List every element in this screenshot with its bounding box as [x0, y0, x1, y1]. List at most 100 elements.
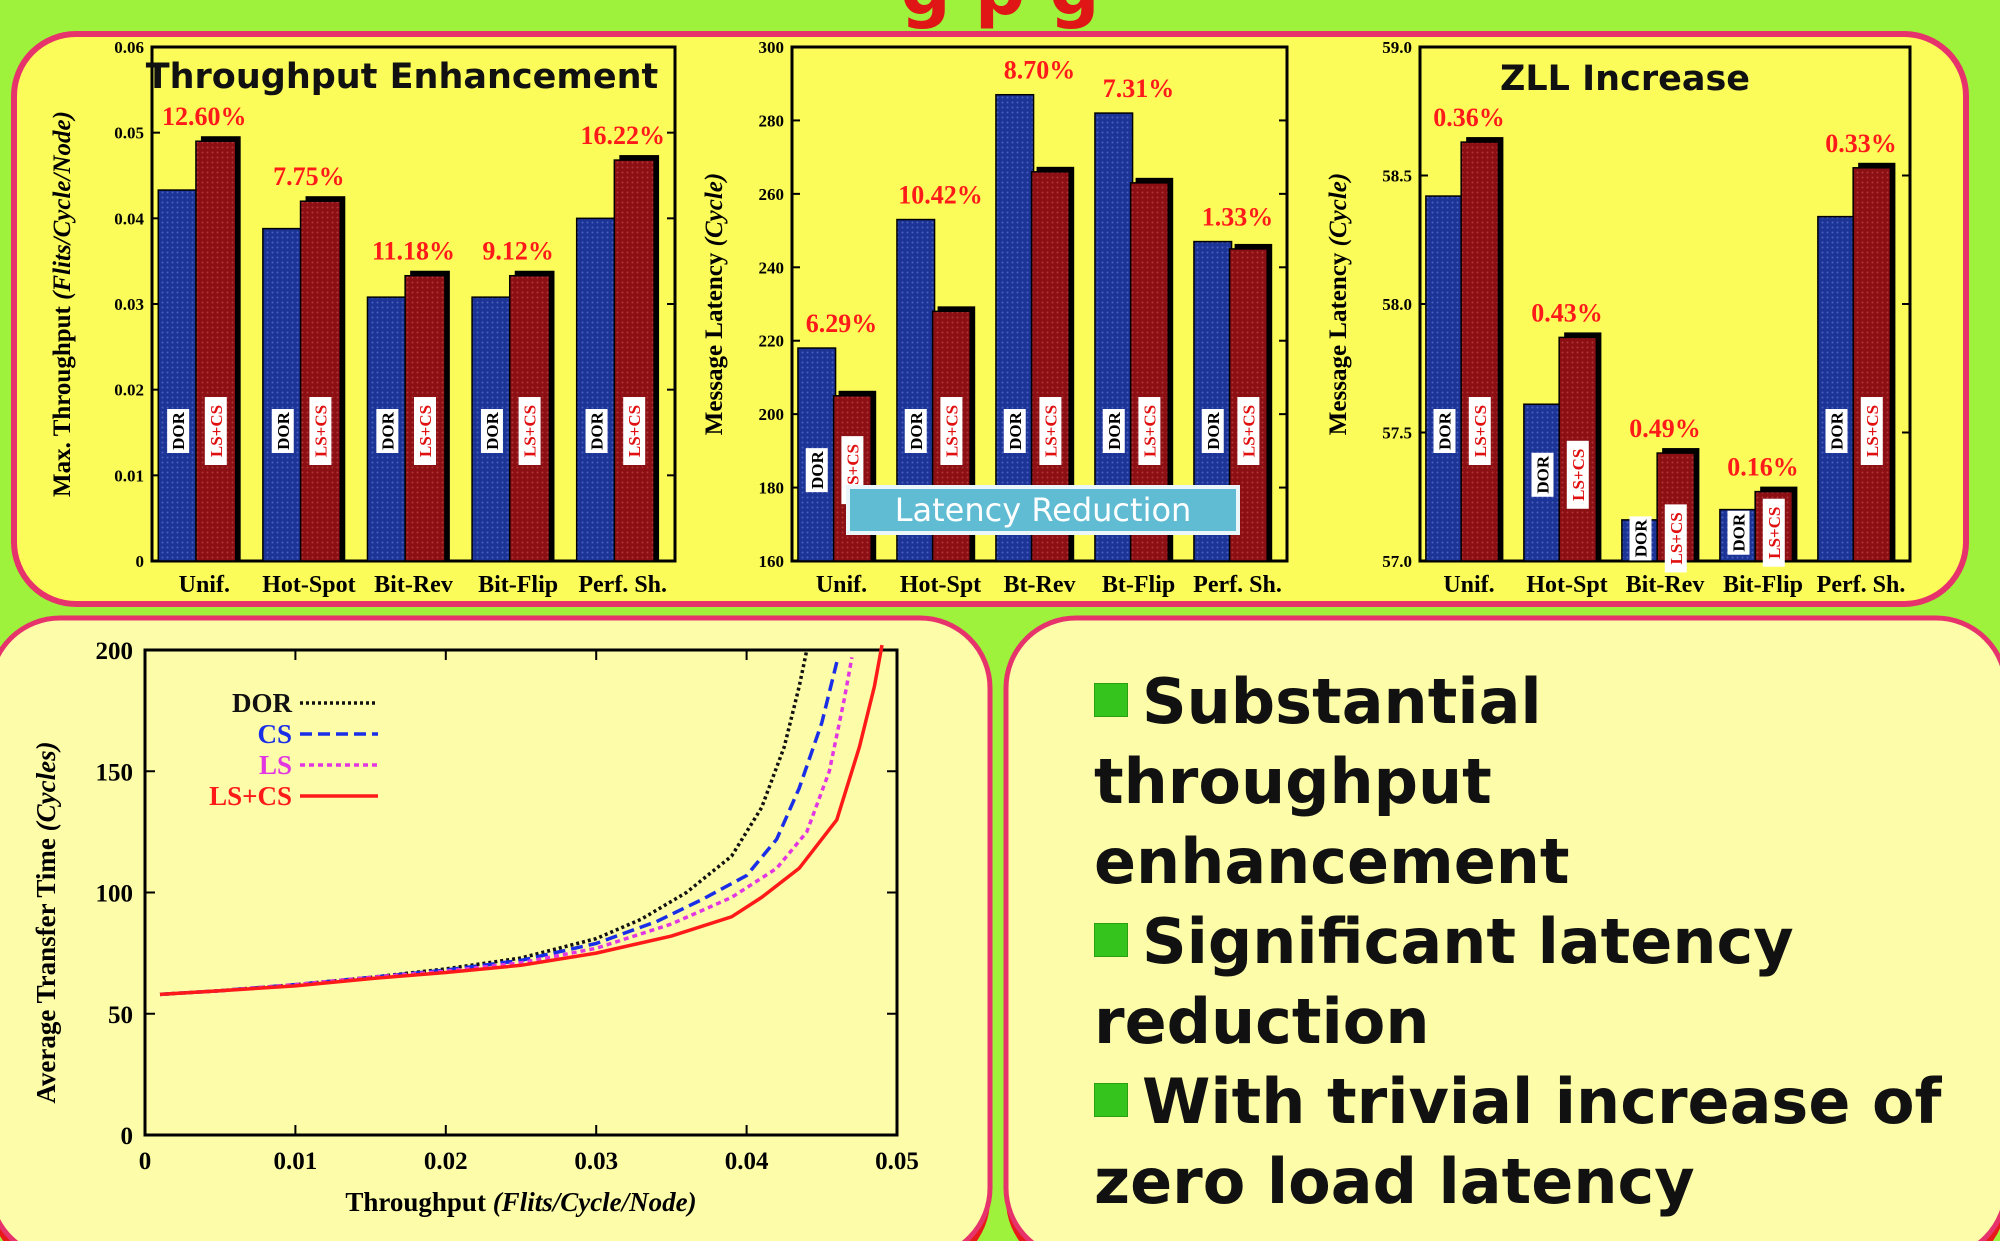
percent-annotation: 0.16% — [1727, 453, 1799, 482]
bar-dor — [1425, 195, 1464, 562]
x-category-label: Hot-Spot — [262, 572, 355, 598]
bullet-1: Substantial throughput enhancement — [1094, 662, 1954, 902]
y-tick-label: 0.02 — [114, 381, 144, 400]
x-category-label: Perf. Sh. — [1193, 572, 1282, 598]
y-tick-label: 200 — [759, 405, 785, 424]
series-tag-box — [1566, 440, 1589, 509]
series-tag-label: DOR — [378, 411, 397, 450]
y-tick-label: 100 — [96, 881, 134, 908]
series-tag-box — [1102, 409, 1125, 453]
percent-annotation: 7.31% — [1103, 74, 1175, 103]
x-category-label: Bit-Flip — [478, 572, 558, 598]
bar-dor — [575, 217, 618, 562]
y-tick-label: 220 — [759, 332, 785, 351]
y-axis-label-unit: (Cycle) — [1325, 173, 1352, 247]
percent-annotation: 10.42% — [898, 181, 983, 210]
series-tag-label: DOR — [1006, 411, 1025, 450]
percent-annotation: 12.60% — [162, 102, 247, 131]
series-tag-label: DOR — [1534, 455, 1553, 494]
series-tag-label: DOR — [1204, 411, 1223, 450]
x-tick-label: 0.05 — [875, 1148, 919, 1175]
x-category-label: Bit-Rev — [374, 572, 453, 598]
series-tag-label: DOR — [483, 411, 502, 450]
green-square-icon — [1094, 923, 1128, 957]
y-tick-label: 240 — [759, 258, 785, 277]
x-category-label: Unif. — [816, 572, 867, 598]
bar-dor — [262, 227, 304, 562]
series-tag-label: LS+CS — [1569, 449, 1588, 501]
series-tag-box — [480, 409, 503, 453]
series-tag-box — [204, 397, 227, 465]
percent-annotation: 0.36% — [1433, 103, 1505, 132]
series-tag-box — [1664, 504, 1687, 573]
y-tick-label: 50 — [108, 1002, 133, 1029]
latency-bar-chart: 160 180 200 220 240 260 280 300 Message Latency … — [701, 38, 1289, 598]
series-tag-box — [167, 409, 190, 453]
bullet-3: With trivial increase of zero load latenc… — [1094, 1062, 1954, 1222]
bullet-1-line2: enhancement — [1094, 825, 1570, 898]
series-tag-box — [309, 397, 332, 465]
y-tick-label: 0 — [136, 552, 145, 571]
y-axis-label-unit: (Flits/Cycle/Node) — [49, 111, 76, 300]
series-tag-box — [1138, 397, 1161, 465]
header-title: g p g — [900, 0, 1099, 31]
series-tag-label: DOR — [1828, 411, 1847, 450]
series-tag-box — [414, 397, 437, 465]
green-square-icon — [1094, 683, 1128, 717]
y-tick-label: 0.01 — [114, 466, 144, 485]
bullet-2-line2: reduction — [1094, 985, 1430, 1058]
y-tick-label: 0.05 — [114, 124, 144, 143]
series-tag-box — [1433, 409, 1456, 453]
series-tag-box — [518, 397, 541, 465]
percent-annotation: 6.29% — [806, 309, 878, 338]
x-category-label: Unif. — [179, 572, 230, 598]
series-line-ls-cs — [159, 644, 884, 997]
x-category-label: Bt-Flip — [1102, 572, 1175, 598]
percent-annotation: 1.33% — [1202, 203, 1274, 232]
series-tag-box — [271, 409, 294, 453]
x-category-label: Hot-Spt — [1526, 572, 1607, 598]
series-tag-box — [1468, 397, 1491, 465]
bar-dor — [995, 93, 1035, 562]
bar-lscs — [1852, 167, 1892, 562]
y-axis-label-unit: (Cycles) — [31, 741, 61, 831]
series-tag-label: LS+CS — [1471, 405, 1490, 457]
x-tick-label: 0.01 — [274, 1148, 318, 1175]
series-tag-box — [1762, 498, 1785, 567]
series-tag-label: LS+CS — [625, 405, 644, 457]
zll-bar-chart: 57.0 57.5 58.0 58.5 59.0 Message Latency (Cyc… — [1325, 38, 1912, 598]
x-tick-label: 0.03 — [574, 1148, 618, 1175]
series-tag-box — [940, 397, 963, 465]
green-square-icon — [1094, 1083, 1128, 1117]
series-tag-label: DOR — [588, 411, 607, 450]
x-category-label: Unif. — [1443, 572, 1494, 598]
series-tag-label: DOR — [1105, 411, 1124, 450]
legend-label: LS — [259, 750, 292, 780]
bullet-list: Substantial throughput enhancement Signif… — [1094, 662, 1954, 1222]
series-tag-label: LS+CS — [1667, 512, 1686, 564]
bullet-2-line1: Significant latency — [1142, 905, 1794, 978]
y-axis-label: Message Latency (Cycle) — [1325, 173, 1352, 435]
chart-title-box — [846, 485, 1240, 535]
series-tag-label: LS+CS — [1140, 405, 1159, 457]
y-axis-label-text: Average Transfer Time — [31, 831, 61, 1103]
y-tick-label: 58.5 — [1382, 167, 1412, 186]
bullet-3-line2: zero load latency — [1094, 1145, 1695, 1218]
percent-annotation: 7.75% — [273, 162, 345, 191]
transfer-time-line-chart: 0 0.01 0.02 0.03 0.04 0.05 0 50 100 150 200 Through… — [31, 638, 919, 1217]
series-tag-label: LS+CS — [1765, 507, 1784, 559]
series-tag-box — [904, 409, 927, 453]
x-category-label: Bt-Rev — [1004, 572, 1076, 598]
chart-title: Latency Reduction — [895, 491, 1192, 529]
series-tag-label: DOR — [907, 411, 926, 450]
series-tag-label: DOR — [1632, 519, 1651, 558]
x-axis-label: Throughput (Flits/Cycle/Node) — [345, 1187, 696, 1217]
x-category-label: Hot-Spt — [900, 572, 981, 598]
percent-annotation: 0.43% — [1531, 298, 1603, 327]
series-tag-label: LS+CS — [1863, 405, 1882, 457]
series-tag-label: DOR — [274, 411, 293, 450]
y-tick-label: 58.0 — [1382, 295, 1412, 314]
chart-title: Throughput Enhancement — [146, 57, 659, 97]
series-tag-label: LS+CS — [521, 405, 540, 457]
